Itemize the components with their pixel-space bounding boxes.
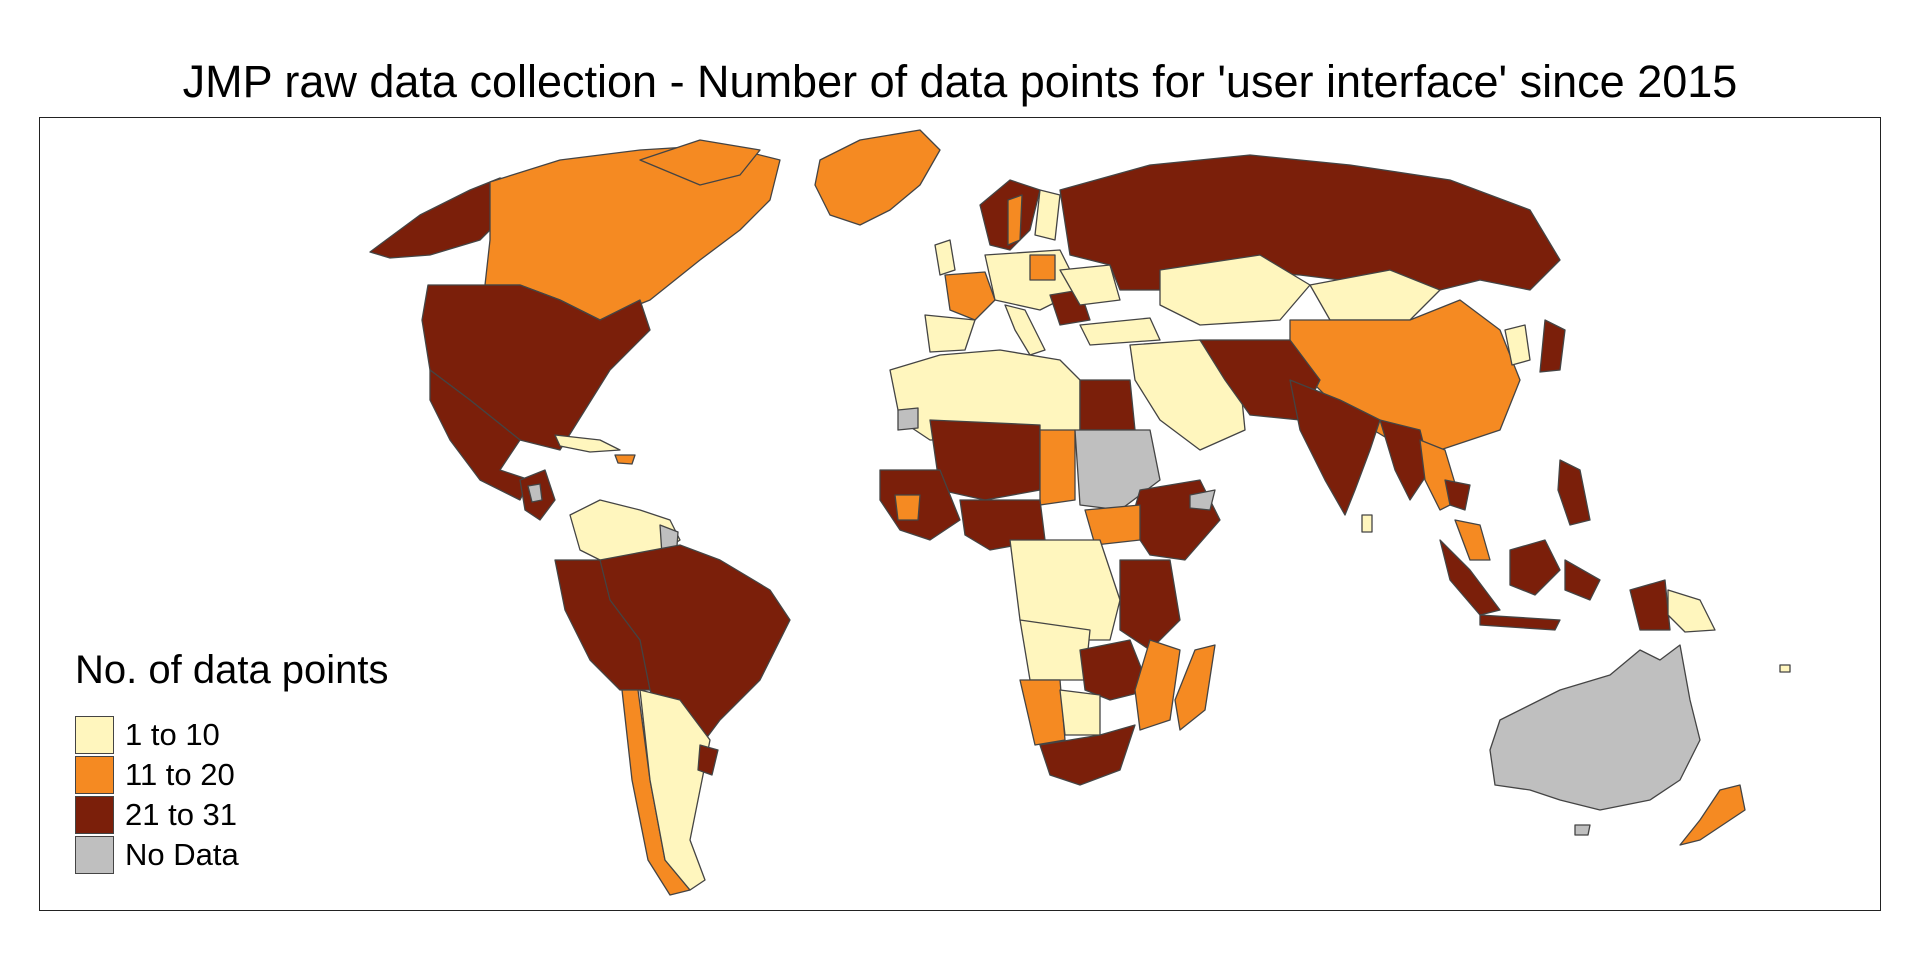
- region-turkey: [1079, 317, 1161, 346]
- region-india: [1289, 379, 1381, 516]
- region-egypt: [1079, 379, 1136, 431]
- region-east-africa: [1119, 559, 1181, 651]
- region-namibia: [1019, 679, 1066, 746]
- region-chad: [1039, 429, 1076, 506]
- region-japan: [1539, 319, 1566, 373]
- region-indonesia-east: [1564, 559, 1601, 601]
- region-malaysia: [1454, 519, 1491, 561]
- map-legend: No. of data points 1 to 10 11 to 20 21 t…: [75, 648, 389, 875]
- region-peru-bolivia: [554, 559, 651, 691]
- region-south-africa: [1039, 724, 1136, 786]
- region-indonesia-sumatra: [1439, 539, 1501, 616]
- region-sri-lanka: [1361, 514, 1373, 533]
- region-hispaniola: [614, 454, 636, 465]
- region-poland: [1029, 254, 1056, 281]
- region-uruguay: [697, 744, 719, 776]
- legend-label: 11 to 20: [125, 757, 235, 792]
- map-frame: [39, 117, 1881, 911]
- region-west-coast: [879, 469, 961, 541]
- map-title: JMP raw data collection - Number of data…: [182, 56, 1738, 107]
- region-argentina: [639, 689, 711, 891]
- legend-title: No. of data points: [75, 648, 389, 692]
- legend-label: 1 to 10: [125, 717, 220, 752]
- region-somalia-nodata: [1189, 489, 1216, 511]
- legend-swatch-2: [75, 756, 114, 794]
- region-cuba: [554, 434, 621, 453]
- legend-label: No Data: [125, 837, 239, 872]
- region-pacific-islands: [1779, 664, 1791, 673]
- region-zambia-zimbabwe: [1079, 639, 1151, 701]
- legend-swatch-4: [75, 836, 114, 874]
- region-png: [1667, 589, 1716, 633]
- region-south-sudan: [1084, 504, 1141, 546]
- region-western-sahara-nodata: [897, 407, 919, 431]
- region-canada-east: [639, 139, 761, 186]
- region-russia: [1059, 154, 1561, 291]
- region-uk: [934, 239, 956, 276]
- region-mozambique: [1134, 639, 1181, 731]
- region-myanmar-thailand: [1379, 419, 1431, 501]
- region-italy: [1004, 304, 1046, 356]
- region-colombia-venezuela: [569, 499, 681, 566]
- region-australia-nodata: [1489, 644, 1701, 811]
- region-mongolia: [1309, 269, 1441, 321]
- legend-item: 21 to 31: [75, 795, 389, 835]
- legend-swatch-3: [75, 796, 114, 834]
- region-finland: [1034, 189, 1061, 241]
- legend-item: No Data: [75, 835, 389, 875]
- region-png-west: [1629, 579, 1671, 631]
- legend-label: 21 to 31: [125, 797, 238, 832]
- region-new-zealand: [1679, 784, 1746, 846]
- region-spain: [924, 314, 976, 353]
- region-philippines: [1557, 459, 1591, 526]
- region-madagascar: [1174, 644, 1216, 731]
- region-vietnam-cambodia: [1444, 479, 1471, 511]
- legend-item: 1 to 10: [75, 715, 389, 755]
- region-tasmania-nodata: [1574, 824, 1591, 836]
- region-korea-japan: [1504, 324, 1531, 366]
- region-guatemala-nodata: [527, 483, 543, 503]
- region-ukraine: [1059, 264, 1121, 306]
- region-botswana: [1059, 689, 1101, 736]
- legend-swatch-1: [75, 716, 114, 754]
- legend-item: 11 to 20: [75, 755, 389, 795]
- region-greenland: [814, 129, 941, 226]
- region-sweden: [1007, 194, 1023, 246]
- region-kazakhstan: [1159, 254, 1311, 326]
- region-france: [944, 271, 996, 321]
- region-guinea: [894, 494, 921, 521]
- region-java: [1479, 614, 1561, 631]
- region-borneo: [1509, 539, 1561, 596]
